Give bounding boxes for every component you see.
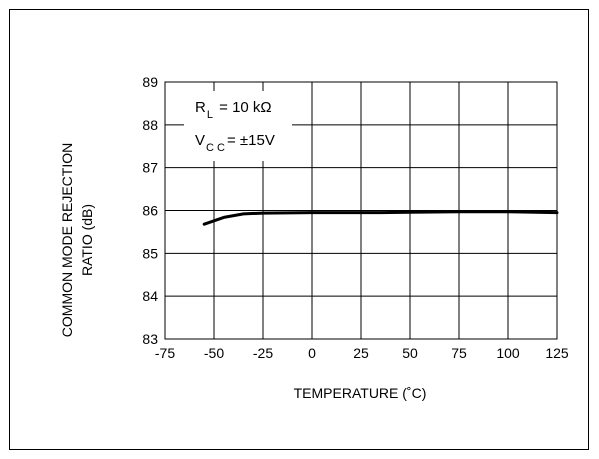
x-tick-label: 0 xyxy=(308,345,316,361)
rl-value: = 10 kΩ xyxy=(215,99,272,116)
y-tick-label: 85 xyxy=(142,245,158,261)
plot-area-border xyxy=(164,81,558,340)
x-tick-label: 50 xyxy=(402,345,418,361)
x-tick-label: 125 xyxy=(545,345,569,361)
x-tick-label: 25 xyxy=(353,345,369,361)
y-tick-label: 89 xyxy=(142,74,158,90)
x-tick-label: -50 xyxy=(204,345,224,361)
annotation-rl: RL = 10 kΩ xyxy=(195,99,272,121)
rl-sub: L xyxy=(207,109,213,121)
y-tick-label: 84 xyxy=(142,288,158,304)
vcc-value: = ±15V xyxy=(227,132,275,149)
x-tick-label: -75 xyxy=(155,345,175,361)
y-tick-label: 83 xyxy=(142,331,158,347)
y-axis-title-line-1: COMMON MODE REJECTION xyxy=(59,143,75,337)
y-tick-label: 88 xyxy=(142,117,158,133)
annotation-box xyxy=(184,91,292,161)
x-tick-label: 75 xyxy=(451,345,467,361)
cmrr-series-line xyxy=(202,210,559,226)
x-axis-title: TEMPERATURE (˚C) xyxy=(294,385,427,401)
y-tick-label: 87 xyxy=(142,160,158,176)
x-tick-label: -25 xyxy=(253,345,273,361)
vcc-main: V xyxy=(195,132,205,149)
x-tick-label: 100 xyxy=(496,345,520,361)
annotation-vcc: VC C = ±15V xyxy=(195,132,275,154)
rl-main: R xyxy=(195,99,206,116)
y-tick-label: 86 xyxy=(142,203,158,219)
y-axis-title-line-2: RATIO (dB) xyxy=(79,204,95,276)
y-tick-labels: 83 84 85 86 87 88 89 xyxy=(142,74,158,347)
x-tick-labels: -75 -50 -25 0 25 50 75 100 125 xyxy=(155,345,569,361)
vcc-sub: C C xyxy=(206,142,225,154)
